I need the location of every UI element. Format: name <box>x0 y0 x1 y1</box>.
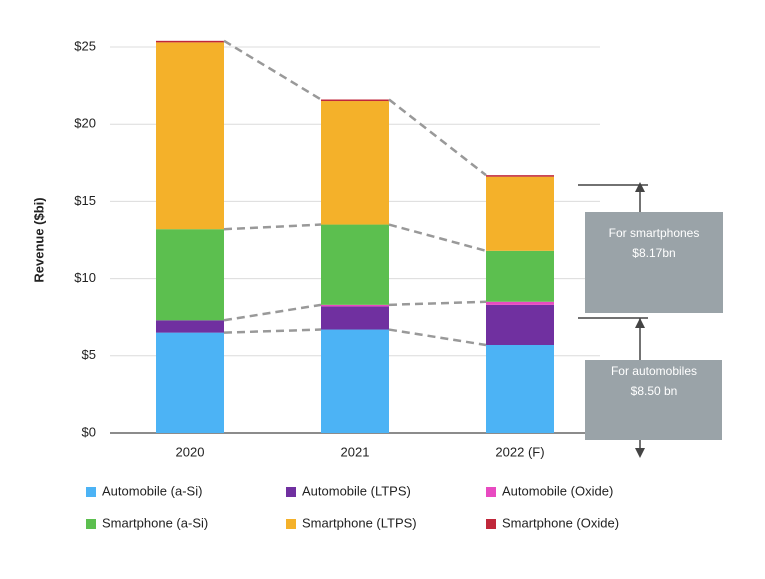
bar-segment <box>486 304 554 345</box>
annotation-box <box>585 212 723 313</box>
bar-segment <box>486 176 554 251</box>
connector <box>388 98 487 177</box>
bar-segment <box>486 175 554 177</box>
legend: Automobile (a-Si) Automobile (LTPS) Automo… <box>86 483 619 530</box>
legend-swatch <box>286 487 296 497</box>
bar-segment <box>156 332 224 433</box>
bar-segment <box>156 42 224 230</box>
bar-segment <box>486 250 554 302</box>
annotation-automobiles: For automobiles $8.50 bn <box>578 317 722 458</box>
annotation-text: For automobiles <box>611 364 697 378</box>
bar-segment <box>156 229 224 321</box>
legend-label: Smartphone (Oxide) <box>502 515 619 530</box>
x-tick-label: 2020 <box>176 444 205 459</box>
legend-label: Automobile (LTPS) <box>302 483 411 498</box>
legend-label: Automobile (a-Si) <box>102 483 202 498</box>
legend-label: Automobile (Oxide) <box>502 483 613 498</box>
annotation-box <box>585 360 722 440</box>
legend-swatch <box>486 519 496 529</box>
legend-swatch <box>486 487 496 497</box>
bar-segment <box>156 40 224 43</box>
bar-segment <box>486 344 554 433</box>
bar-segment <box>321 329 389 433</box>
arrow-head <box>635 318 645 328</box>
connector <box>388 223 487 253</box>
y-tick-label: $0 <box>82 424 96 439</box>
bar-segment <box>321 101 389 225</box>
y-tick-label: $15 <box>74 193 96 208</box>
y-tick-label: $5 <box>82 347 96 362</box>
bar-segment <box>321 99 389 102</box>
legend-label: Smartphone (LTPS) <box>302 515 417 530</box>
bar-segment <box>156 320 224 333</box>
bar-segment <box>486 301 554 305</box>
legend-swatch <box>86 519 96 529</box>
legend-swatch <box>86 487 96 497</box>
legend-swatch <box>286 519 296 529</box>
y-axis-label: Revenue ($bi) <box>31 197 46 282</box>
bar-segment <box>321 304 389 307</box>
connector <box>388 300 487 307</box>
annotation-text: For smartphones <box>609 226 700 240</box>
annotation-text: $8.50 bn <box>631 384 678 398</box>
x-tick-label: 2021 <box>341 444 370 459</box>
arrow-head <box>635 448 645 458</box>
legend-label: Smartphone (a-Si) <box>102 515 208 530</box>
arrow-head <box>635 182 645 192</box>
x-tick-label: 2022 (F) <box>495 444 544 459</box>
connector <box>223 303 322 322</box>
annotation-text: $8.17bn <box>632 246 675 260</box>
plot: $0 $5 $10 $15 $20 $25 2020 2021 2022 (F) <box>74 38 600 459</box>
connector <box>223 328 322 334</box>
y-tick-label: $10 <box>74 270 96 285</box>
bar-segment <box>321 224 389 305</box>
y-tick-label: $25 <box>74 38 96 53</box>
annotation-smartphones: For smartphones $8.17bn <box>578 182 723 313</box>
connector <box>223 39 322 101</box>
bar-segment <box>321 306 389 330</box>
connector <box>223 223 322 231</box>
connector <box>388 328 487 347</box>
y-tick-label: $20 <box>74 116 96 131</box>
